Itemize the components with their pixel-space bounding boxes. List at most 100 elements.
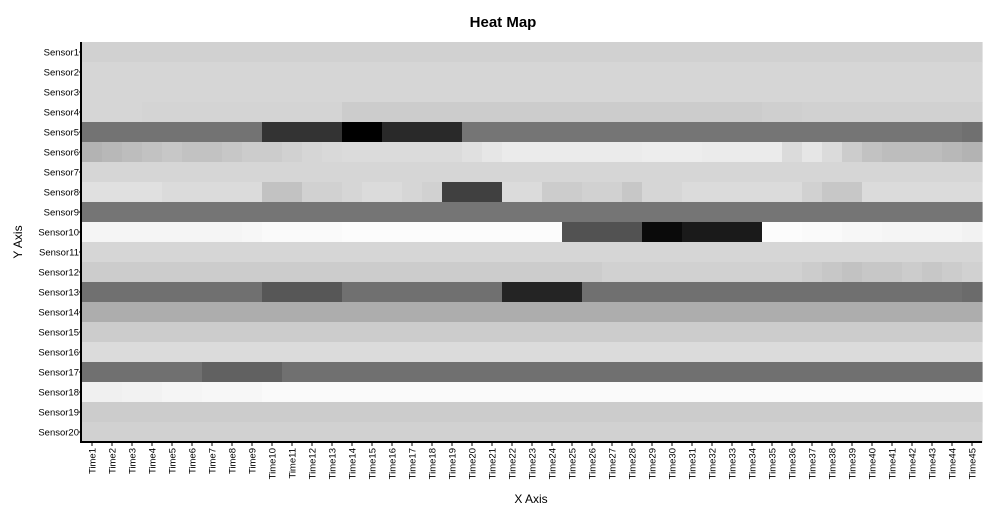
heatmap-cell [162,102,183,123]
heatmap-cell [882,42,903,63]
heatmap-cell [542,222,563,243]
x-tick-label: Time45 [968,448,979,479]
heatmap-cell [162,162,183,183]
heatmap-cell [642,382,663,403]
heatmap-cell [302,302,323,323]
x-tick-label: Time19 [448,448,459,479]
heatmap-cell [282,262,303,283]
heatmap-cell [202,42,223,63]
heatmap-cell [422,382,443,403]
heatmap-cell [222,122,243,143]
heatmap-cell [302,362,323,383]
heatmap-cell [702,142,723,163]
heatmap-cell [942,162,963,183]
heatmap-cell [282,182,303,203]
heatmap-cell [142,102,163,123]
heatmap-cell [502,342,523,363]
heatmap-cell [742,62,763,83]
heatmap-cell [202,162,223,183]
heatmap-cell [382,162,403,183]
x-tick-labels: Time1 Time2 Time3 Time4 Time5 Time6 Time7 Time8… [88,442,979,479]
heatmap-cell [462,142,483,163]
heatmap-cell [522,162,543,183]
heatmap-cell [902,182,923,203]
heatmap-cell [822,222,843,243]
x-tick-label: Time30 [668,448,679,479]
heatmap-cell [762,402,783,423]
heatmap-cell [662,102,683,123]
heatmap-cell [642,42,663,63]
heatmap-cell [442,362,463,383]
heatmap-cell [522,342,543,363]
heatmap-cell [262,262,283,283]
heatmap-cell [642,322,663,343]
heatmap-cell [962,262,983,283]
heatmap-cell [502,362,523,383]
heatmap-cell [462,222,483,243]
heatmap-cell [842,122,863,143]
heatmap-cell [942,102,963,123]
heatmap-cell [262,342,283,363]
heatmap-cell [222,282,243,303]
heatmap-cell [522,82,543,103]
heatmap-cell [622,422,643,443]
heatmap-cell [262,302,283,323]
heatmap-cell [462,282,483,303]
heatmap-cell [322,222,343,243]
heatmap-cell [262,222,283,243]
heatmap-cell [882,342,903,363]
heatmap-cell [882,222,903,243]
heatmap-cell [202,282,223,303]
heatmap-cell [262,42,283,63]
heatmap-cell [242,42,263,63]
heatmap-cell [642,102,663,123]
heatmap-cell [762,102,783,123]
y-tick-label: Sensor13 [38,288,79,299]
heatmap-cell [882,242,903,263]
heatmap-cell [842,322,863,343]
heatmap-cell [462,262,483,283]
heatmap-cell [82,342,103,363]
heatmap-cell [662,82,683,103]
heatmap-cell [82,362,103,383]
heatmap-cell [362,162,383,183]
heatmap-cell [122,82,143,103]
heatmap-cell [722,62,743,83]
heatmap-cell [222,202,243,223]
heatmap-cell [82,282,103,303]
heatmap-cell [642,282,663,303]
heatmap-cell [582,382,603,403]
heatmap-cell [142,122,163,143]
heatmap-cell [342,342,363,363]
heatmap-cell [682,362,703,383]
heatmap-cell [682,242,703,263]
heatmap-cell [682,222,703,243]
heatmap-cell [902,162,923,183]
heatmap-cell [742,102,763,123]
heatmap-cell [862,402,883,423]
heatmap-cell [402,62,423,83]
heatmap-cell [922,42,943,63]
heatmap-cell [622,342,643,363]
heatmap-cell [842,102,863,123]
heatmap-cell [922,142,943,163]
heatmap-cell [662,42,683,63]
heatmap-cell [882,102,903,123]
heatmap-cell [182,202,203,223]
x-tick-label: Time17 [408,448,419,479]
heatmap-cell [762,282,783,303]
heatmap-cell [582,202,603,223]
heatmap-cell [462,322,483,343]
heatmap-cell [462,62,483,83]
heatmap-cell [902,342,923,363]
heatmap-cell [522,422,543,443]
heatmap-cell [322,362,343,383]
heatmap-cell [282,362,303,383]
heatmap-cell [782,262,803,283]
heatmap-cell [302,402,323,423]
heatmap-cell [382,202,403,223]
heatmap-cell [642,122,663,143]
heatmap-cell [522,362,543,383]
heatmap-cell [762,422,783,443]
